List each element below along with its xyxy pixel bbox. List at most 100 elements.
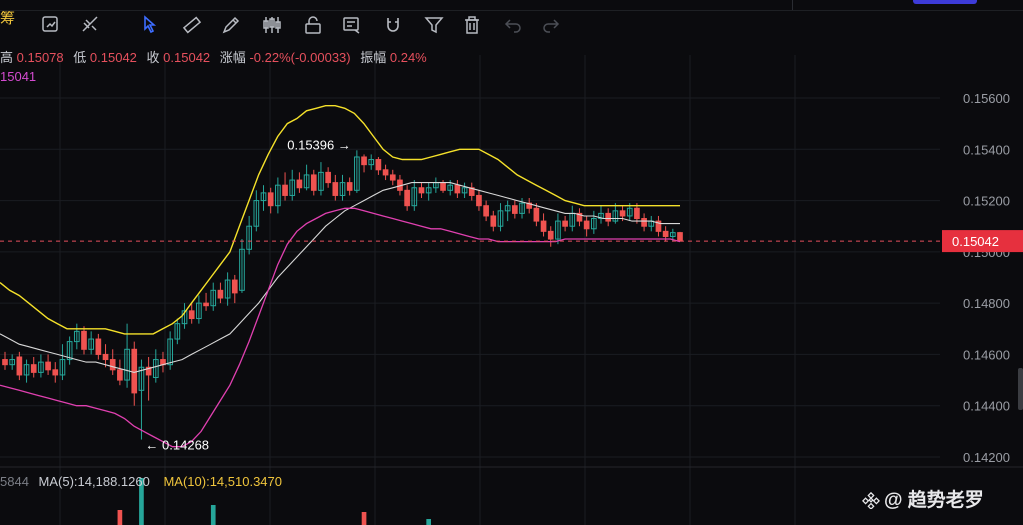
candle-body (389, 174, 396, 181)
candle-body (45, 361, 51, 371)
chart-toolbar: 筹 (0, 0, 1023, 44)
candle-body (512, 205, 518, 214)
candle-body (30, 364, 37, 373)
current-price-label: 0.15042 (952, 234, 999, 249)
volume-bar (117, 510, 123, 525)
ruler-icon[interactable] (181, 14, 203, 36)
candle-body (425, 187, 432, 194)
symbol-name-fragment: 筹 (0, 10, 16, 27)
candle-body (634, 207, 640, 220)
candle-body (224, 279, 231, 299)
low-annotation: ← 0.14268 (145, 438, 209, 453)
lock-icon[interactable] (302, 14, 324, 36)
candle-body (677, 232, 683, 242)
ohlc-readout: 高 0.15078 低 0.15042 收 0.15042 涨幅 -0.22%(… (0, 47, 433, 66)
candle-body (440, 182, 446, 191)
cursor-icon[interactable] (140, 14, 162, 36)
volume-readout: 5844 MA(5):14,188.1260 MA(10):14,510.347… (0, 474, 282, 489)
annotation-icon[interactable] (341, 14, 363, 36)
header-action-button[interactable] (913, 0, 977, 4)
candle-body (73, 330, 80, 343)
low-value: 0.15042 (89, 50, 137, 65)
candle-body (2, 359, 8, 366)
candle-body (497, 210, 504, 227)
upper-band-line (0, 105, 680, 335)
candle-body (174, 323, 181, 340)
candle-body (38, 361, 44, 373)
candle-body (109, 359, 116, 371)
price-axis-scroll-handle[interactable] (1018, 368, 1023, 410)
candle-body (346, 182, 353, 191)
watermark-text: @ 趋势老罗 (884, 490, 984, 511)
y-tick-label: 0.14400 (963, 399, 1010, 414)
high-label: 高 (0, 50, 14, 65)
pencil-icon[interactable] (220, 14, 242, 36)
candle-body (619, 210, 626, 217)
candle-body (454, 184, 461, 194)
lower-band-line (0, 207, 681, 448)
volume-bar (139, 478, 144, 525)
candle-body (626, 207, 633, 217)
candle-body (260, 192, 267, 202)
candle-body (217, 289, 224, 299)
redo-icon[interactable] (540, 14, 562, 36)
y-tick-label: 0.15200 (963, 194, 1010, 209)
candle-body (547, 230, 554, 240)
magnet-icon[interactable] (382, 14, 404, 36)
band-value-readout: 15041 (0, 69, 37, 84)
candle-body (612, 210, 619, 222)
candle-body (339, 182, 346, 196)
candle-body (203, 302, 209, 307)
candle-body (476, 194, 482, 207)
candle-body (655, 220, 662, 232)
candle-body (303, 174, 310, 189)
candle-body (361, 156, 367, 166)
y-tick-label: 0.15600 (963, 91, 1010, 106)
candle-body (59, 359, 66, 376)
candle-body (296, 179, 303, 189)
close-label: 收 (146, 50, 160, 65)
volume-value: 5844 (0, 474, 29, 489)
compare-icon[interactable] (40, 14, 62, 36)
candle-body (540, 220, 547, 232)
candle-body (117, 369, 123, 381)
undo-icon[interactable] (502, 14, 524, 36)
indicator-icon[interactable] (80, 14, 102, 36)
candle-body (318, 171, 324, 191)
candle-body (131, 348, 138, 394)
amplitude-value: 0.24% (389, 50, 427, 65)
candle-body (519, 202, 525, 214)
y-tick-label: 0.15400 (963, 142, 1010, 157)
candle-body (267, 192, 274, 207)
y-tick-label: 0.14200 (963, 450, 1010, 465)
trash-icon[interactable] (461, 14, 483, 36)
candle-body (253, 200, 260, 227)
candle-body (52, 369, 59, 376)
candle-body (23, 364, 30, 376)
candlestick-icon[interactable] (261, 14, 283, 36)
y-tick-label: 0.14800 (963, 296, 1010, 311)
middle-band-line (0, 182, 680, 373)
candle-body (368, 159, 375, 166)
candle-body (310, 174, 317, 191)
symbol-chip[interactable]: 筹 (0, 0, 26, 34)
candle-body (533, 207, 540, 222)
high-value: 0.15078 (16, 50, 64, 65)
candle-body (289, 179, 296, 196)
candle-body (669, 232, 676, 237)
candle-body (282, 184, 288, 196)
candle-body (555, 220, 561, 240)
candle-body (66, 341, 73, 361)
volume-bar (210, 505, 216, 525)
candle-body (138, 366, 145, 391)
volume-ma5: MA(5):14,188.1260 (38, 474, 150, 489)
filter-icon[interactable] (423, 14, 445, 36)
candle-body (196, 302, 202, 320)
volume-ma10: MA(10):14,510.3470 (163, 474, 282, 489)
candle-body (88, 338, 95, 350)
candle-body (16, 356, 23, 376)
amplitude-label: 振幅 (360, 50, 387, 65)
candle-body (275, 184, 281, 207)
volume-bar (426, 519, 432, 525)
